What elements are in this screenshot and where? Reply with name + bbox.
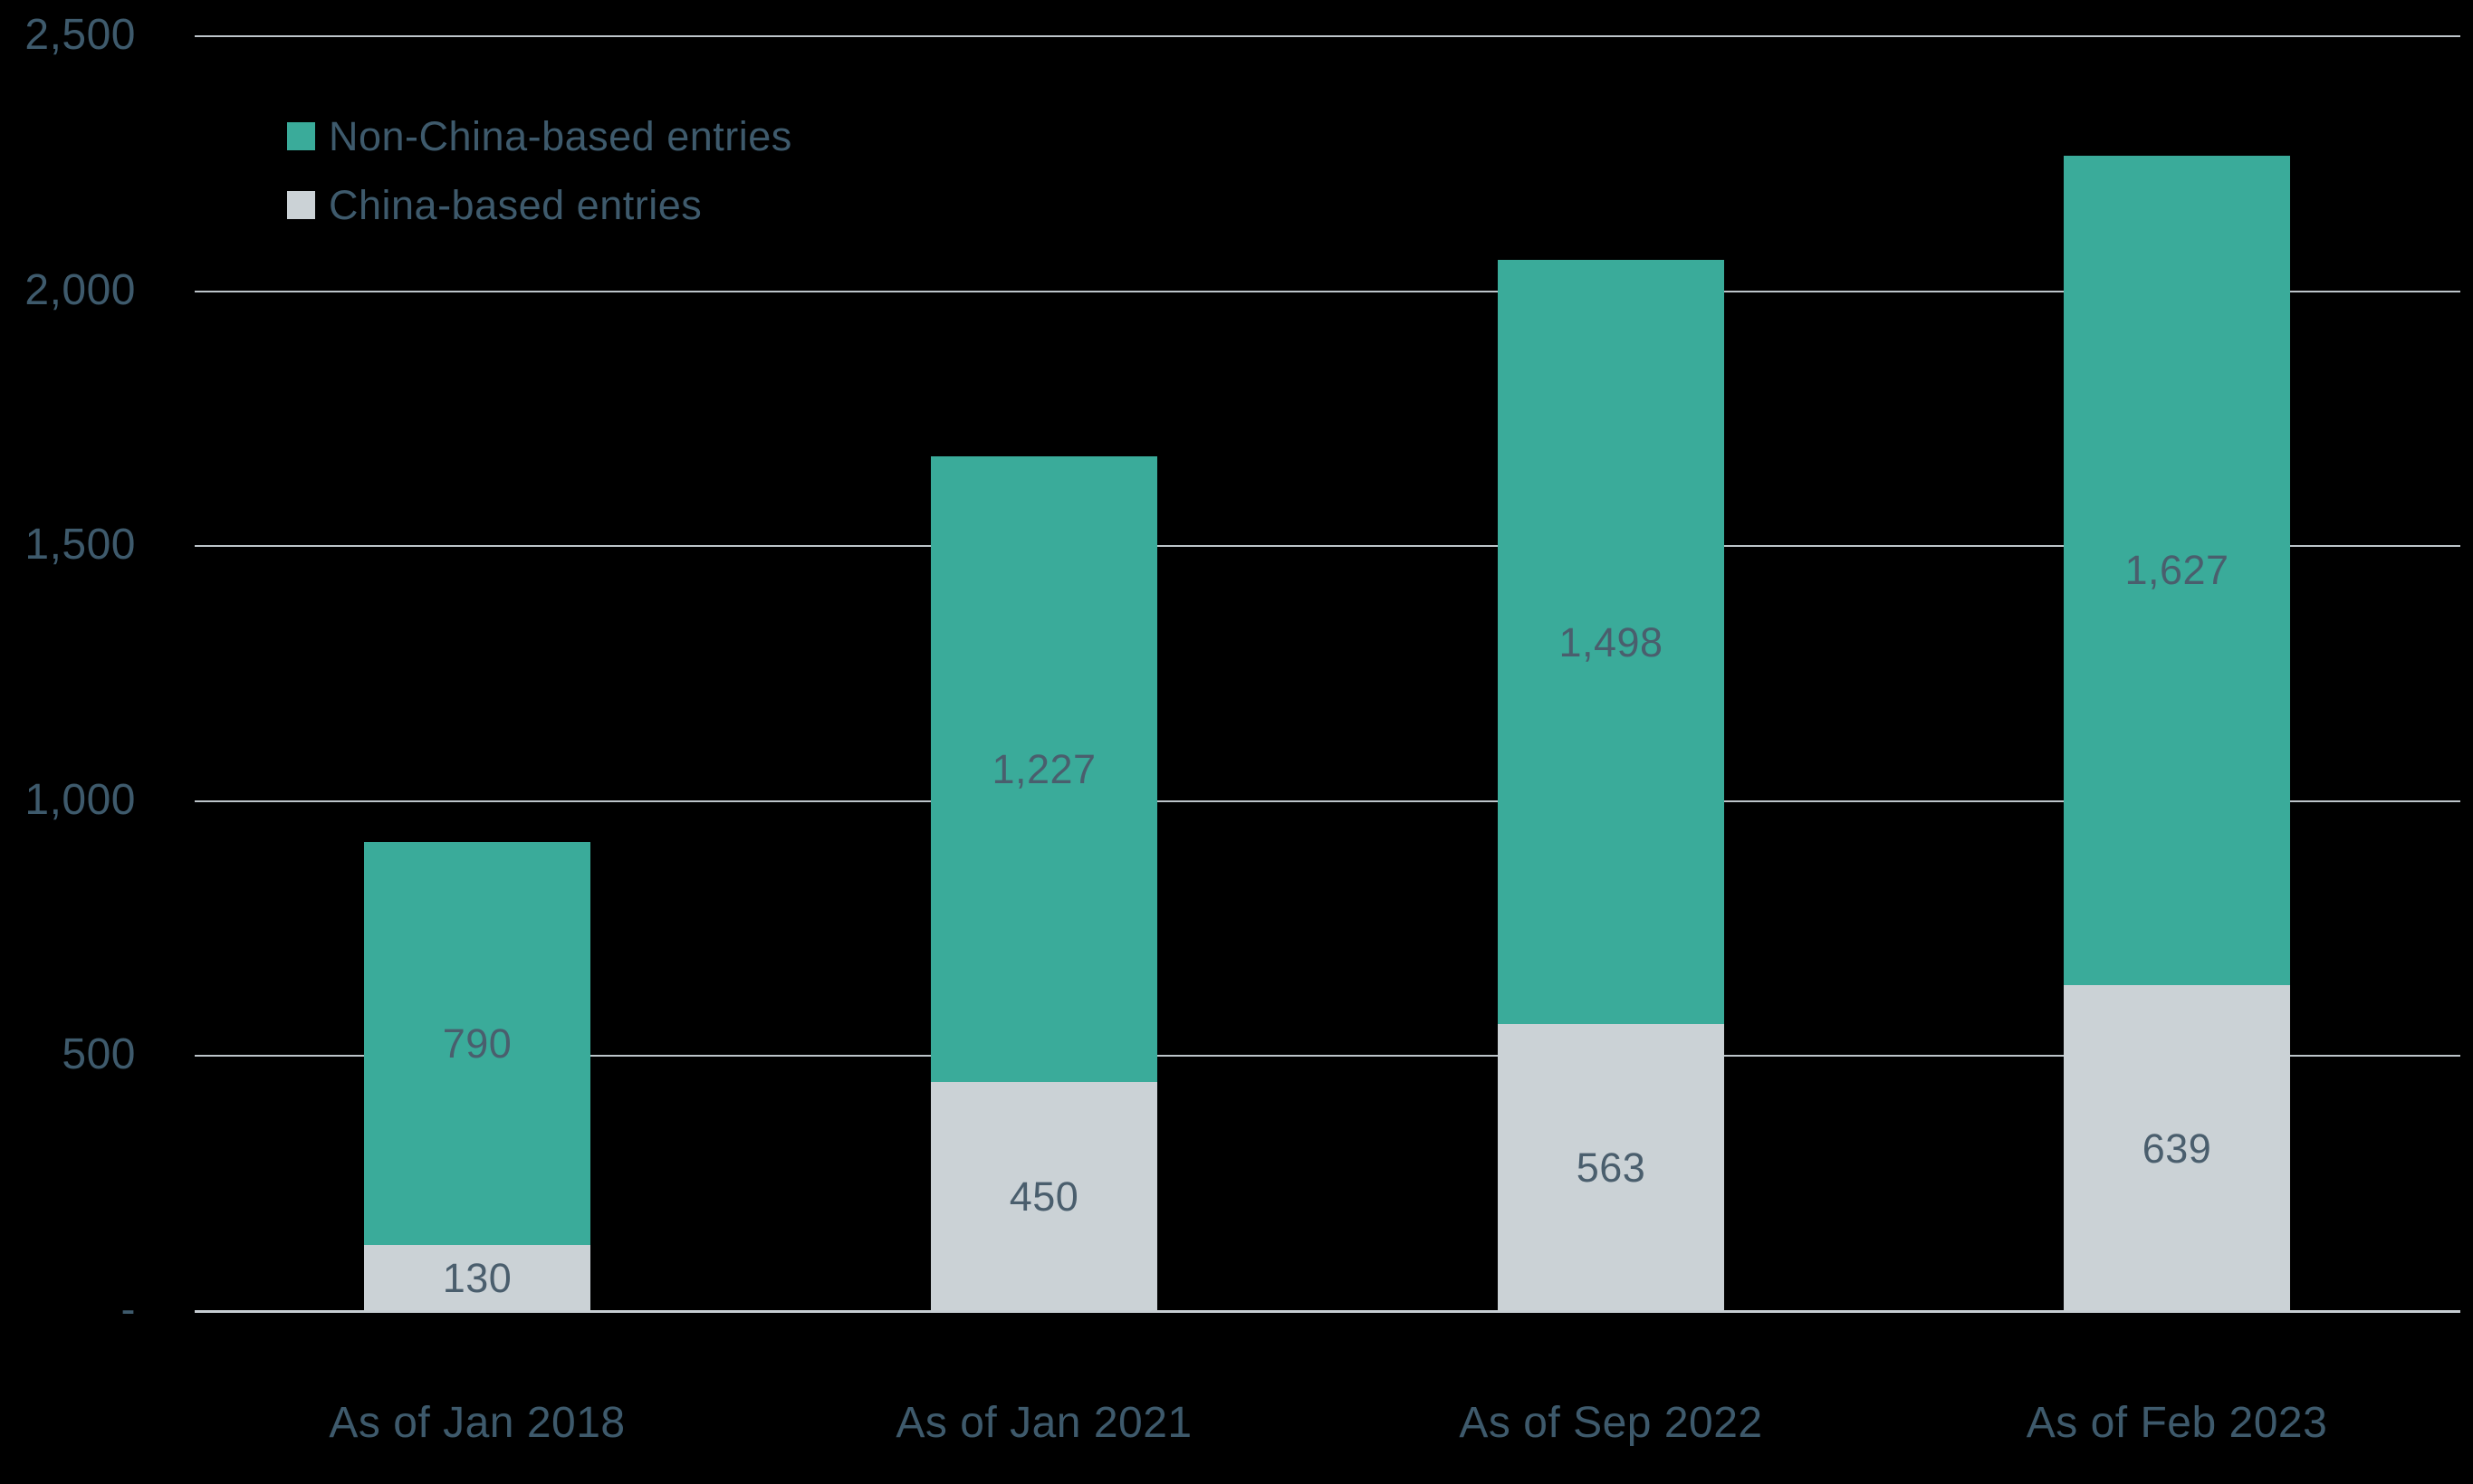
china-bar-segment: 563: [1498, 1023, 1724, 1311]
y-axis-tick-label: 1,000: [24, 775, 136, 824]
gridline: [195, 290, 2460, 292]
china-bar-segment: 639: [2064, 985, 2290, 1311]
x-axis-category-label: As of Jan 2018: [329, 1399, 626, 1447]
value-label: 639: [2142, 1125, 2212, 1172]
non-china-legend-swatch-icon: [287, 122, 315, 150]
legend-item-non-china: Non-China-based entries: [287, 116, 792, 157]
value-label: 790: [442, 1020, 513, 1067]
gridline: [195, 545, 2460, 548]
y-axis-tick-label: 2,000: [24, 265, 136, 314]
value-label: 1,498: [1558, 618, 1663, 665]
china-bar-segment: 130: [364, 1244, 590, 1311]
x-axis-category-label: As of Jan 2021: [896, 1399, 1193, 1447]
x-axis-baseline: [195, 1309, 2460, 1313]
legend-label-non-china: Non-China-based entries: [329, 113, 792, 159]
x-axis-category-label: As of Sep 2022: [1459, 1399, 1763, 1447]
gridline: [195, 35, 2460, 37]
non-china-bar-segment: 1,498: [1498, 260, 1724, 1024]
china-legend-swatch-icon: [287, 191, 315, 219]
legend-item-china: China-based entries: [287, 185, 792, 225]
y-axis-tick-label: 2,500: [24, 11, 136, 60]
non-china-bar-segment: 1,627: [2064, 155, 2290, 986]
value-label: 563: [1576, 1144, 1646, 1191]
legend: Non-China-based entries China-based entr…: [287, 116, 792, 260]
legend-label-china: China-based entries: [329, 182, 703, 228]
china-bar-segment: 450: [931, 1081, 1157, 1311]
gridline: [195, 799, 2460, 802]
y-axis-tick-label: -: [120, 1286, 136, 1335]
gridline: [195, 1055, 2460, 1058]
y-axis-tick-label: 1,500: [24, 521, 136, 570]
non-china-bar-segment: 790: [364, 841, 590, 1245]
y-axis-tick-label: 500: [62, 1030, 136, 1079]
x-axis-category-label: As of Feb 2023: [2026, 1399, 2328, 1447]
value-label: 1,627: [2124, 547, 2229, 594]
value-label: 130: [442, 1254, 513, 1301]
value-label: 450: [1009, 1173, 1079, 1220]
value-label: 1,227: [992, 745, 1097, 792]
non-china-bar-segment: 1,227: [931, 455, 1157, 1082]
